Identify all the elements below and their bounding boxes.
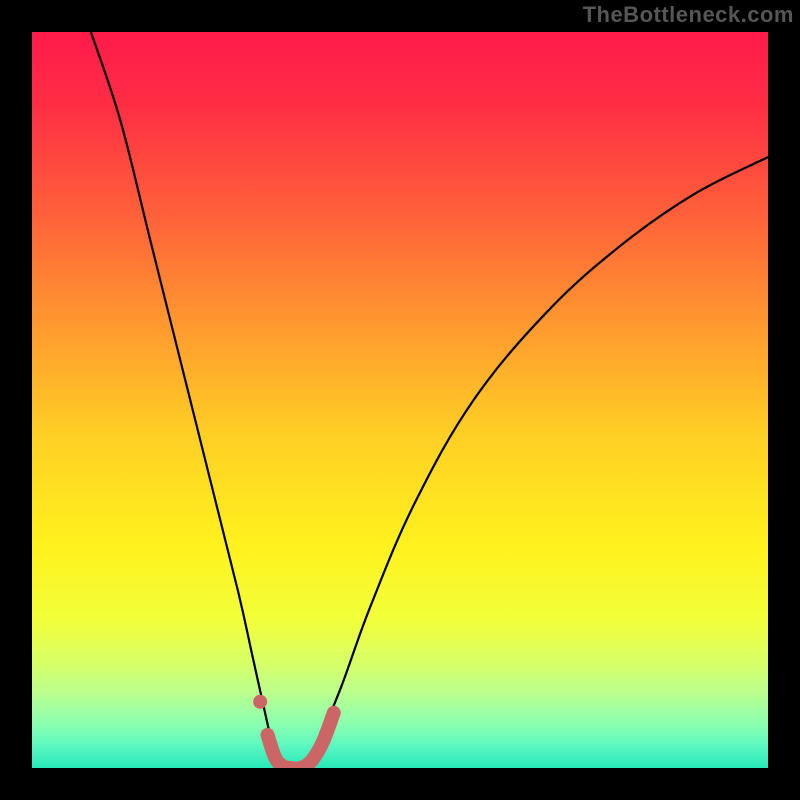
bottleneck-chart [0,0,800,800]
watermark-text: TheBottleneck.com [583,0,800,28]
highlight-dot [253,695,267,709]
plot-area-gradient [32,32,768,768]
